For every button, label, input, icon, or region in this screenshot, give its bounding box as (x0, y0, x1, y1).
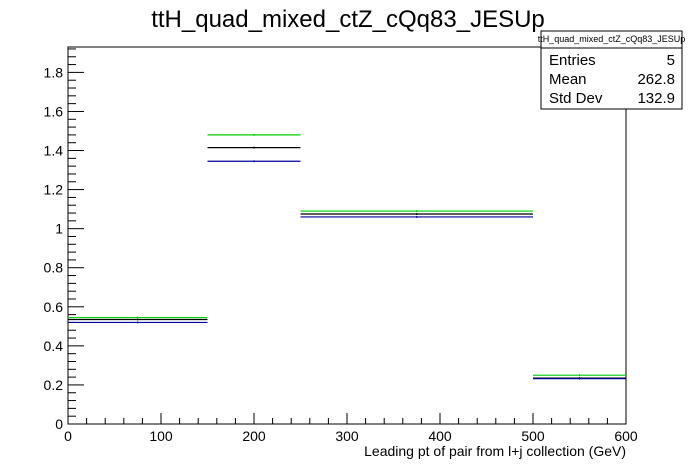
y-tick-label: 1.4 (44, 143, 64, 159)
y-tick-label: 0.2 (44, 377, 64, 393)
stats-box-title: ttH_quad_mixed_ctZ_cQq83_JESUp (538, 34, 686, 44)
x-tick-label: 500 (521, 428, 545, 444)
x-axis: 0 100 200 300 400 500 600 (64, 413, 638, 444)
y-tick-label: 1 (55, 221, 63, 237)
stats-stddev-value: 132.9 (637, 90, 675, 107)
y-tick-label: 1.6 (44, 103, 64, 119)
x-tick-label: 200 (242, 428, 266, 444)
x-tick-label: 100 (149, 428, 173, 444)
x-tick-label: 400 (428, 428, 452, 444)
chart-title: ttH_quad_mixed_ctZ_cQq83_JESUp (151, 6, 545, 33)
y-tick-label: 0.4 (44, 338, 64, 354)
stats-mean-value: 262.8 (637, 71, 675, 88)
x-tick-label: 0 (64, 428, 72, 444)
stats-mean-label: Mean (549, 71, 587, 88)
x-tick-label: 300 (335, 428, 359, 444)
series-layer (68, 133, 626, 380)
stats-box-frame (540, 30, 683, 110)
y-tick-label: 1.8 (44, 64, 64, 80)
stats-box: ttH_quad_mixed_ctZ_cQq83_JESUp Entries 5… (538, 30, 686, 110)
y-tick-label: 0 (55, 416, 63, 432)
stats-stddev-label: Std Dev (549, 90, 603, 107)
y-tick-label: 1.2 (44, 182, 64, 198)
x-tick-label: 600 (614, 428, 638, 444)
y-tick-label: 0.8 (44, 260, 64, 276)
stats-entries-label: Entries (549, 52, 596, 69)
y-tick-label: 0.6 (44, 299, 64, 315)
stats-entries-value: 5 (667, 52, 675, 69)
x-axis-label: Leading pt of pair from l+j collection (… (364, 443, 626, 459)
y-axis: 0 0.2 0.4 0.6 0.8 1 1.2 1.4 1.6 1.8 (44, 48, 84, 432)
